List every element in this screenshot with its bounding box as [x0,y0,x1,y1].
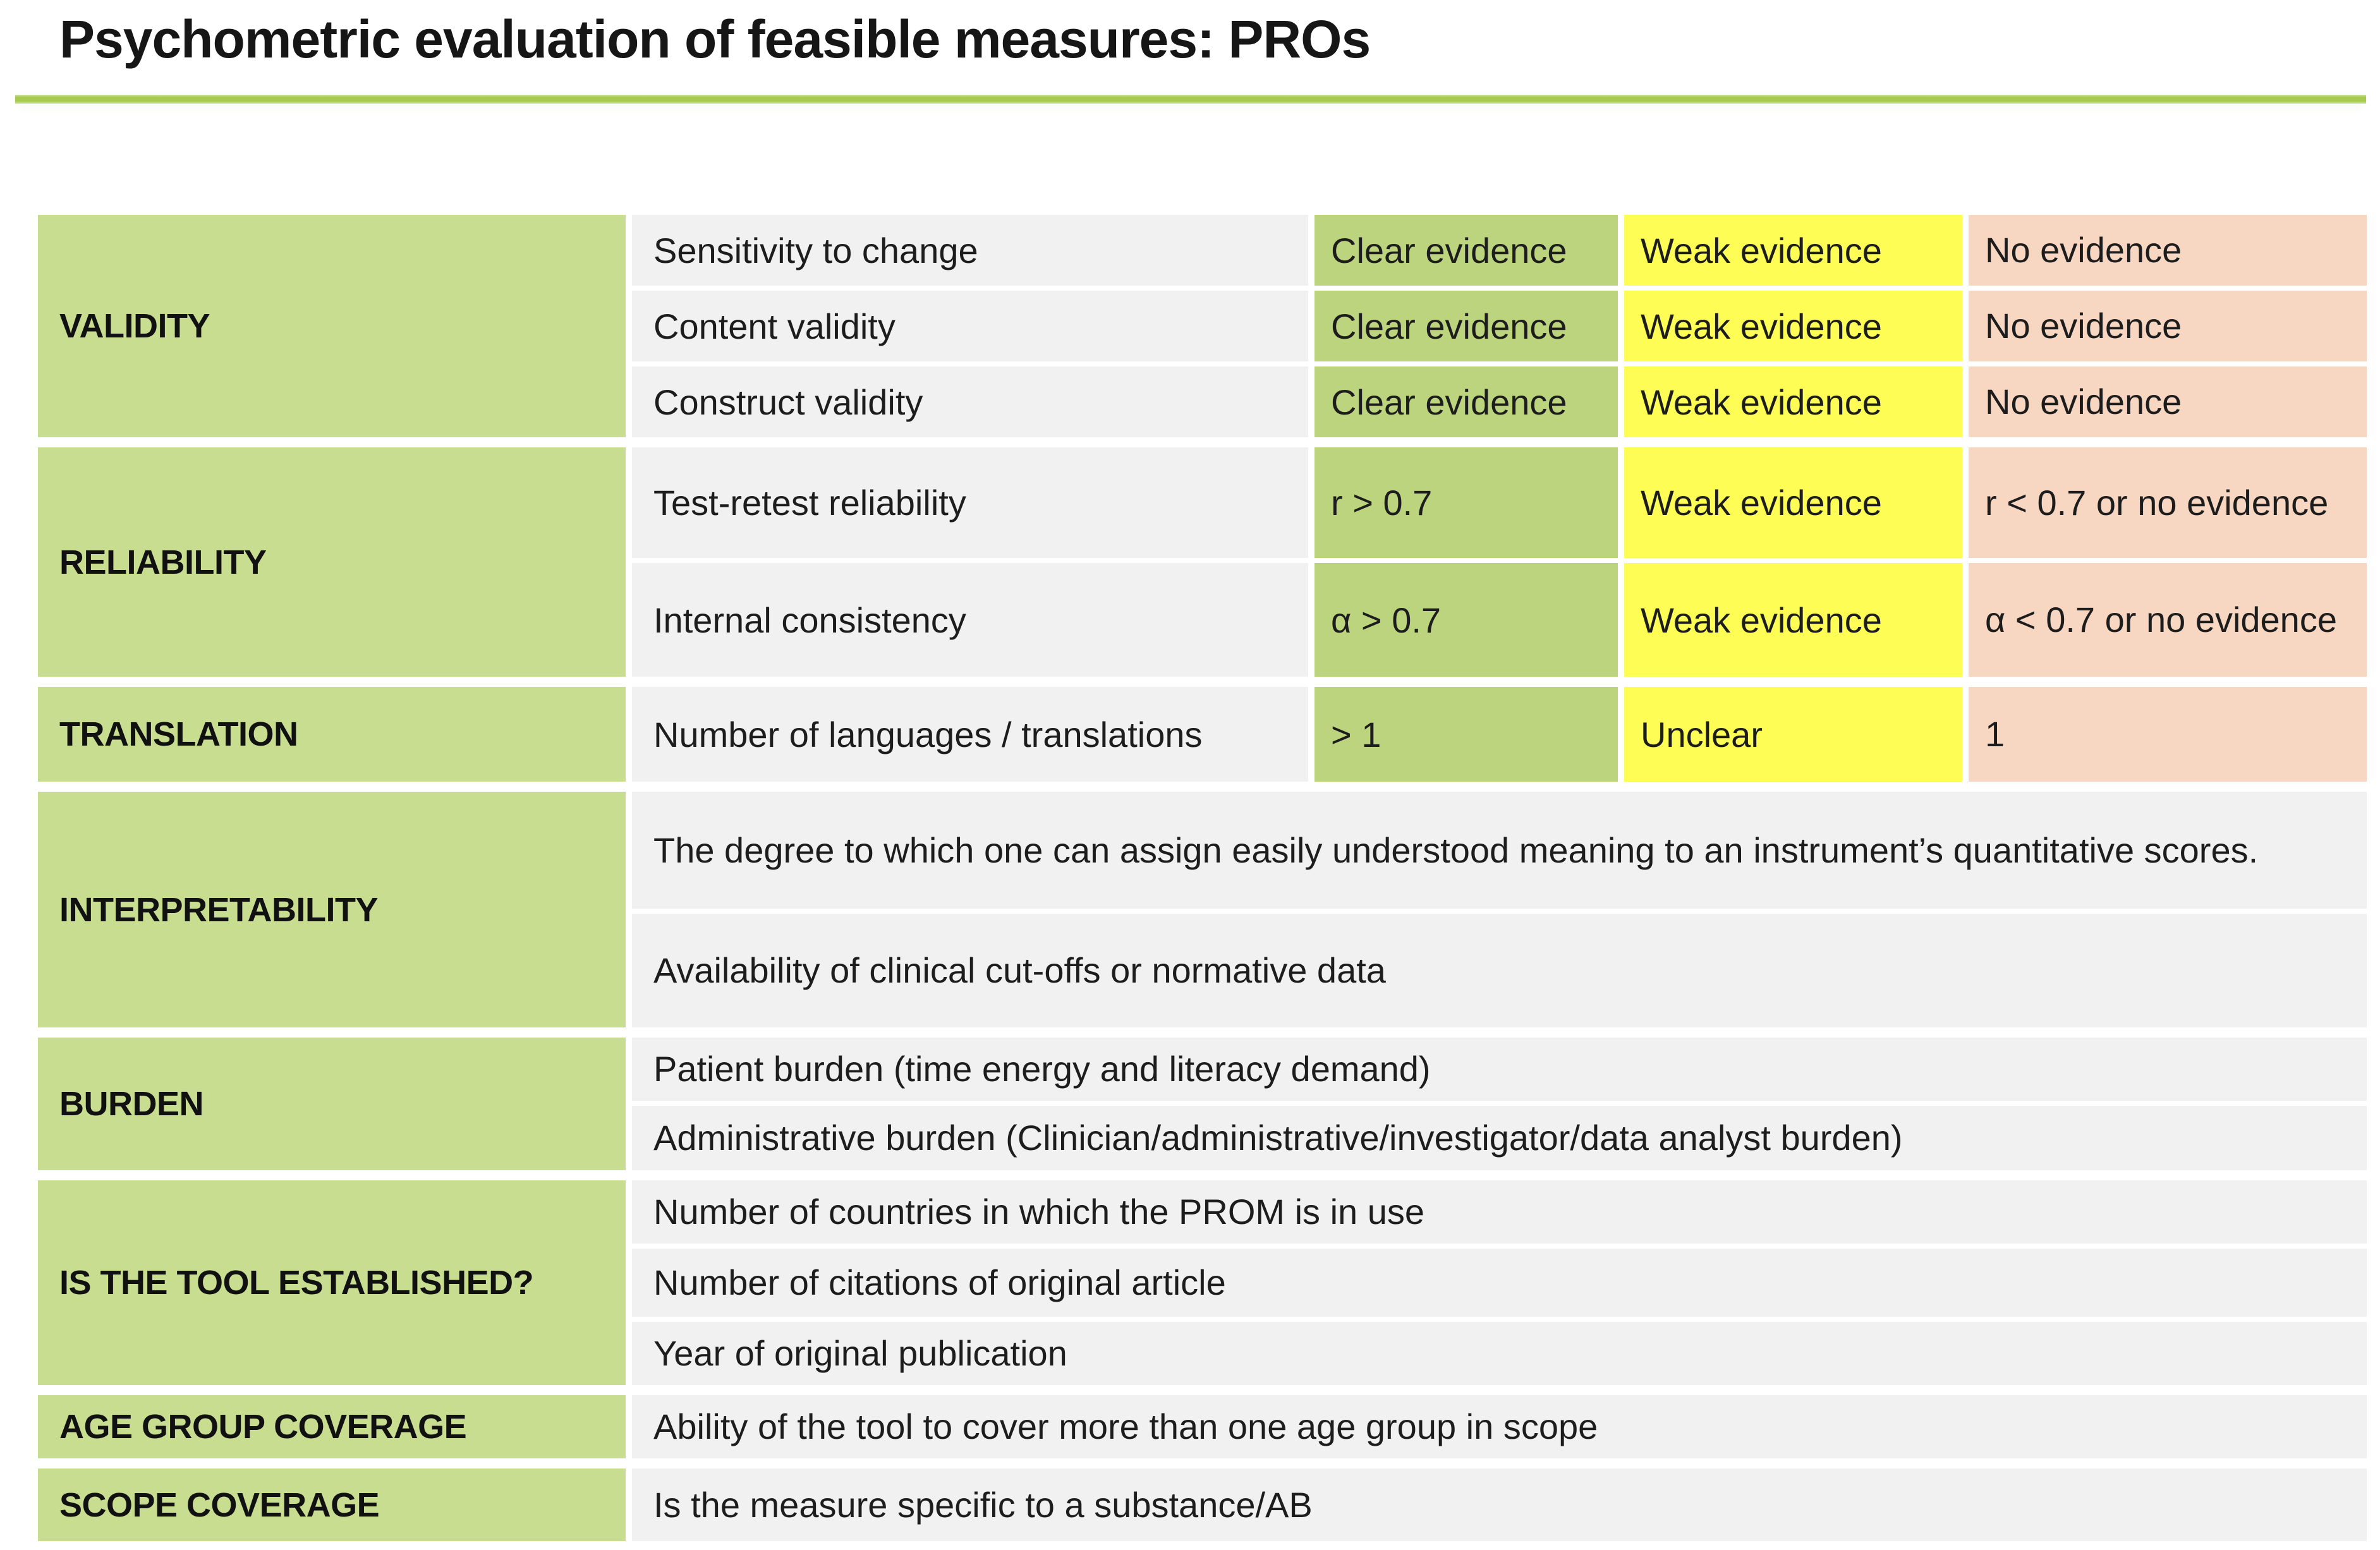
section-interpretability: INTERPRETABILITY The degree to which one … [38,792,2367,1027]
section-burden: BURDEN Patient burden (time energy and li… [38,1038,2367,1170]
section-age-group-coverage: AGE GROUP COVERAGE Ability of the tool to… [38,1395,2367,1458]
evidence-cell-clear: Clear evidence [1314,291,1618,361]
section-rows: Sensitivity to change Clear evidence Weak … [632,215,2367,437]
evidence-cell-none: No evidence [1969,366,2367,437]
criterion-cell: Ability of the tool to cover more than o… [632,1395,2367,1458]
evidence-cell-weak: Weak evidence [1624,447,1962,558]
section-label: VALIDITY [38,215,626,437]
evidence-cell-weak: Weak evidence [1624,366,1962,437]
table-row: Number of countries in which the PROM is… [632,1180,2367,1244]
criterion-cell: Administrative burden (Clinician/adminis… [632,1106,2367,1170]
criterion-text: Content validity [653,306,896,346]
table-row: Test-retest reliability r > 0.7 Weak evide… [632,447,2367,558]
section-rows: Test-retest reliability r > 0.7 Weak evide… [632,447,2367,677]
section-reliability: RELIABILITY Test-retest reliability r > 0.… [38,447,2367,677]
section-label: INTERPRETABILITY [38,792,626,1027]
evidence-cell-clear: Clear evidence [1314,215,1618,286]
criterion-text: Number of languages / translations [653,714,1203,754]
criterion-cell: Availability of clinical cut-offs or nor… [632,914,2367,1027]
evidence-cell-none: 1 [1969,687,2367,782]
evidence-cell-clear: Clear evidence [1314,366,1618,437]
criterion-text: Number of citations of original article [653,1262,1226,1303]
criterion-text: Year of original publication [653,1333,1067,1374]
table-row: Administrative burden (Clinician/adminis… [632,1106,2367,1170]
section-label: SCOPE COVERAGE [38,1468,626,1541]
evidence-cell-none: No evidence [1969,291,2367,361]
evaluation-table: VALIDITY Sensitivity to change Clear evide… [38,215,2367,1541]
evidence-cell-weak: Weak evidence [1624,291,1962,361]
evidence-cell-clear: α > 0.7 [1314,563,1618,677]
section-rows: Is the measure specific to a substance/A… [632,1468,2367,1541]
criterion-cell: Is the measure specific to a substance/A… [632,1468,2367,1541]
evidence-cell-weak: Weak evidence [1624,215,1962,286]
evidence-cell-weak: Unclear [1624,687,1962,782]
criterion-text: Test-retest reliability [653,483,966,523]
criterion-text: Sensitivity to change [653,230,978,270]
section-is-the-tool-established: IS THE TOOL ESTABLISHED? Number of countr… [38,1180,2367,1385]
table-row: Number of languages / translations > 1 Unc… [632,687,2367,782]
section-rows: Patient burden (time energy and literacy… [632,1038,2367,1170]
criterion-cell: Number of citations of original article [632,1249,2367,1317]
table-row: Availability of clinical cut-offs or nor… [632,914,2367,1027]
section-rows: Number of languages / translations > 1 Unc… [632,687,2367,782]
section-scope-coverage: SCOPE COVERAGE Is the measure specific to… [38,1468,2367,1541]
criterion-cell: Patient burden (time energy and literacy… [632,1038,2367,1101]
title-underline-rule [15,95,2366,104]
section-rows: Ability of the tool to cover more than o… [632,1395,2367,1458]
section-label: BURDEN [38,1038,626,1170]
slide-title: Psychometric evaluation of feasible meas… [59,9,1371,69]
criterion-cell: Content validity [632,291,1308,361]
table-row: Internal consistency α > 0.7 Weak evidence… [632,563,2367,677]
table-row: Sensitivity to change Clear evidence Weak … [632,215,2367,286]
table-row: Year of original publication [632,1322,2367,1385]
criterion-cell: Construct validity [632,366,1308,437]
criterion-cell: Test-retest reliability [632,447,1308,558]
table-row: Patient burden (time energy and literacy… [632,1038,2367,1101]
section-label: TRANSLATION [38,687,626,782]
criterion-text: Number of countries in which the PROM is… [653,1192,1425,1232]
criterion-cell: Sensitivity to change [632,215,1308,286]
criterion-text: Administrative burden (Clinician/adminis… [653,1118,1903,1158]
criterion-text: The degree to which one can assign easil… [653,830,2259,870]
table-row: Is the measure specific to a substance/A… [632,1468,2367,1541]
table-row: The degree to which one can assign easil… [632,792,2367,909]
evidence-cell-none: No evidence [1969,215,2367,286]
evidence-cell-none: r < 0.7 or no evidence [1969,447,2367,558]
table-row: Ability of the tool to cover more than o… [632,1395,2367,1458]
criterion-text: Patient burden (time energy and literacy… [653,1049,1431,1089]
criterion-text: Availability of clinical cut-offs or nor… [653,950,1386,991]
table-row: Number of citations of original article [632,1249,2367,1317]
evidence-cell-weak: Weak evidence [1624,563,1962,677]
criterion-cell: Year of original publication [632,1322,2367,1385]
criterion-cell: The degree to which one can assign easil… [632,792,2367,909]
criterion-text: Internal consistency [653,600,966,640]
evidence-cell-clear: > 1 [1314,687,1618,782]
section-rows: The degree to which one can assign easil… [632,792,2367,1027]
section-label: AGE GROUP COVERAGE [38,1395,626,1458]
criterion-cell: Internal consistency [632,563,1308,677]
evidence-cell-clear: r > 0.7 [1314,447,1618,558]
section-validity: VALIDITY Sensitivity to change Clear evide… [38,215,2367,437]
section-label: IS THE TOOL ESTABLISHED? [38,1180,626,1385]
table-row: Content validity Clear evidence Weak evide… [632,291,2367,361]
section-rows: Number of countries in which the PROM is… [632,1180,2367,1385]
table-row: Construct validity Clear evidence Weak evi… [632,366,2367,437]
criterion-text: Construct validity [653,382,923,422]
criterion-text: Ability of the tool to cover more than o… [653,1407,1598,1447]
section-translation: TRANSLATION Number of languages / transla… [38,687,2367,782]
criterion-cell: Number of languages / translations [632,687,1308,782]
evidence-cell-none: α < 0.7 or no evidence [1969,563,2367,677]
criterion-text: Is the measure specific to a substance/A… [653,1484,1313,1525]
criterion-cell: Number of countries in which the PROM is… [632,1180,2367,1244]
section-label: RELIABILITY [38,447,626,677]
